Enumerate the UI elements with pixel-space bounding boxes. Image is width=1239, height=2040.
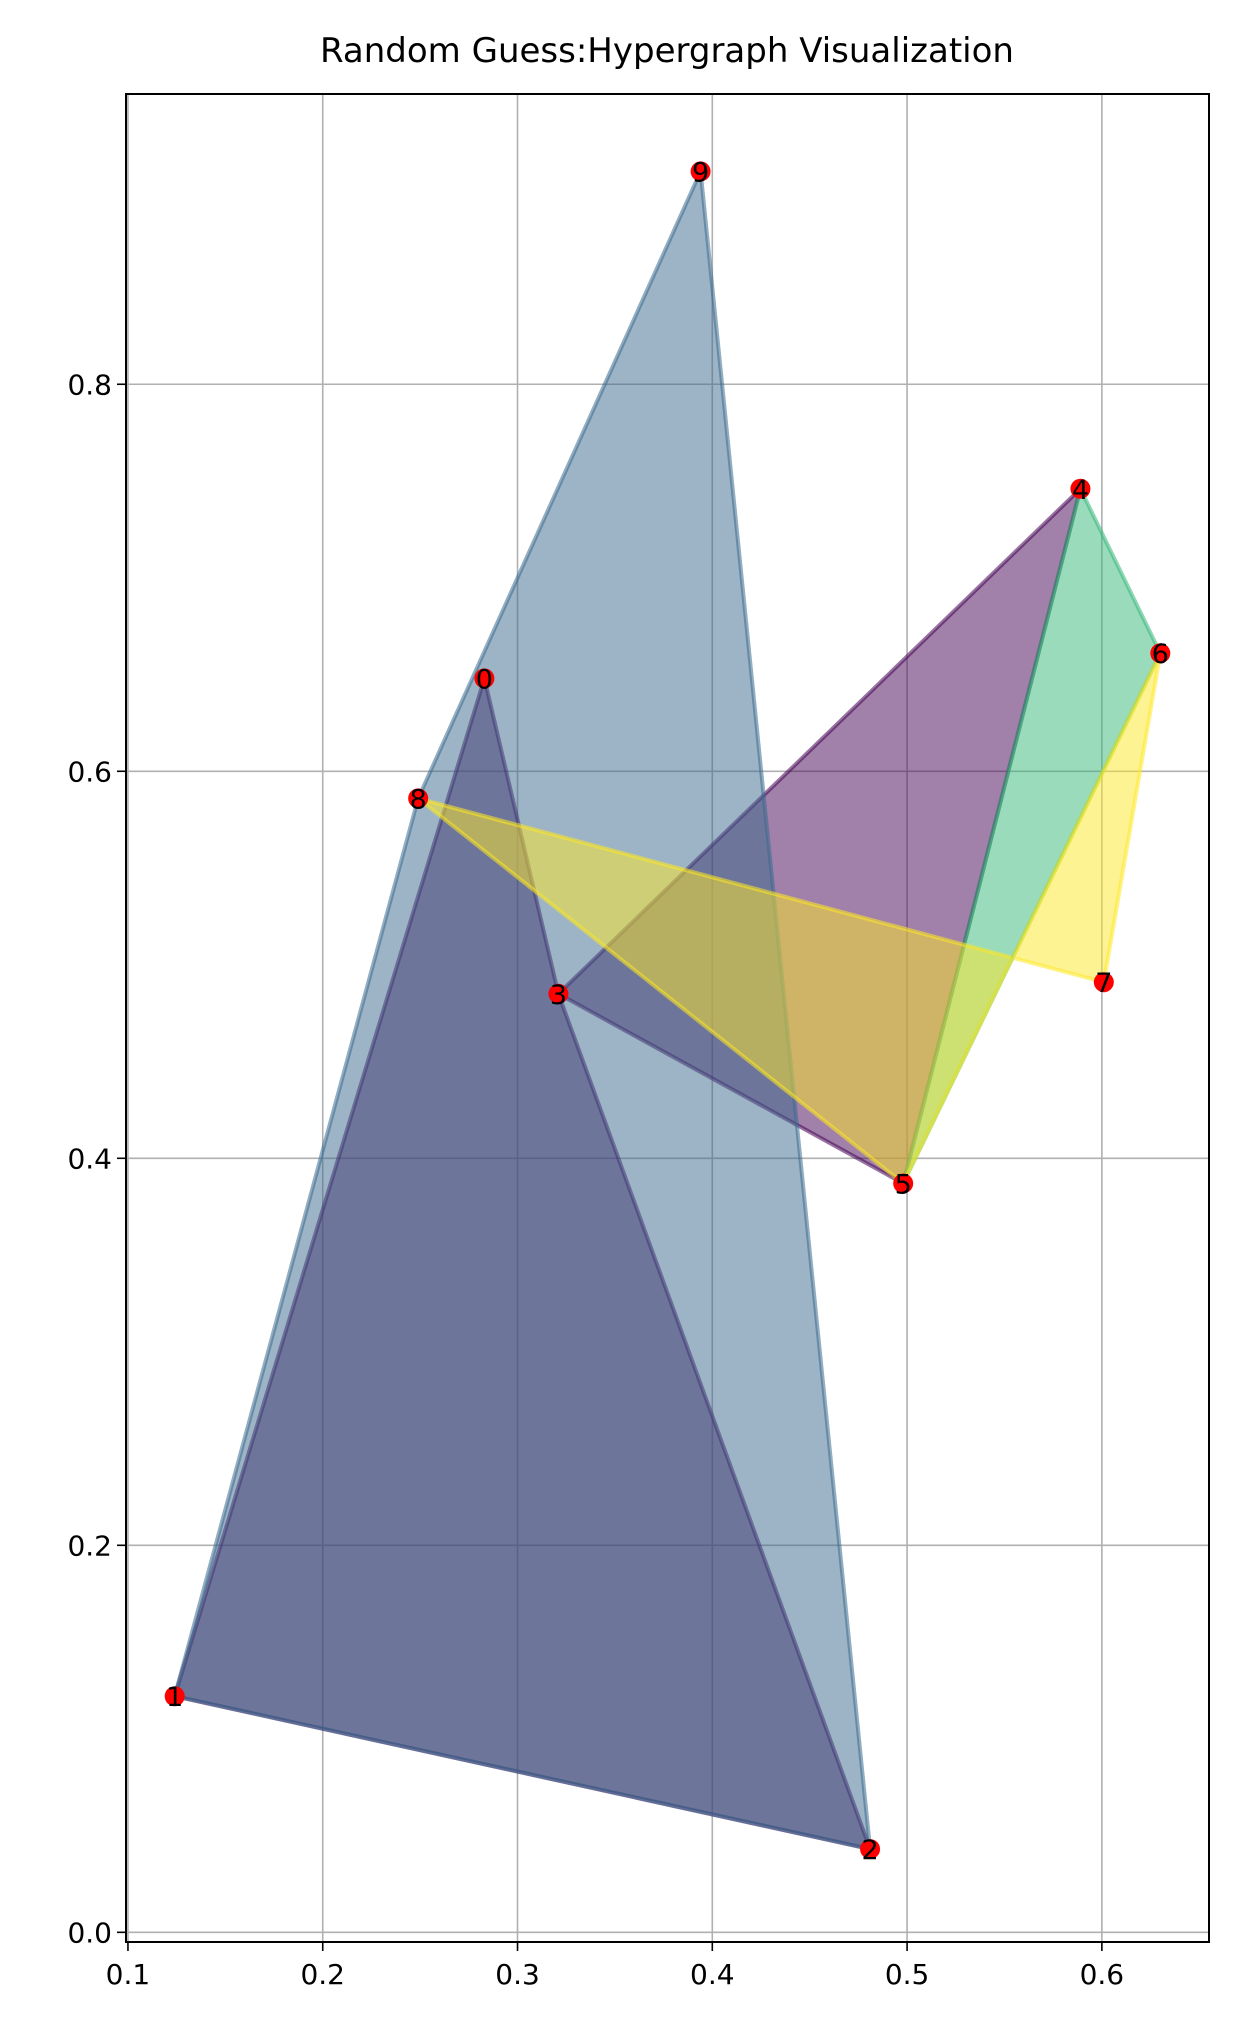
y-tick-label: 0.4: [67, 1142, 112, 1175]
node-label: 2: [861, 1835, 878, 1866]
x-tick-label: 0.3: [495, 1958, 540, 1991]
node-label: 7: [1095, 968, 1112, 999]
node-point: [1070, 478, 1091, 499]
y-tick-label: 0.2: [67, 1529, 112, 1562]
x-tick-label: 0.4: [690, 1958, 735, 1991]
node-label: 3: [550, 980, 567, 1011]
node-point: [1093, 972, 1114, 993]
node-label: 0: [476, 664, 493, 695]
node-labels: 0 1 2 3 4 5 6 7 8 9: [166, 157, 1169, 1866]
axes-frame: [125, 93, 1210, 1943]
y-tick-label: 0.6: [67, 755, 112, 788]
x-tick-label: 0.2: [300, 1958, 345, 1991]
node-point: [690, 161, 711, 182]
y-tick-label: 0.8: [67, 368, 112, 401]
node-label: 6: [1152, 639, 1169, 670]
node-point: [1150, 643, 1171, 664]
node-label: 1: [166, 1682, 183, 1713]
node-point: [860, 1839, 881, 1860]
node-point: [548, 983, 569, 1004]
chart-title: Random Guess:Hypergraph Visualization: [320, 31, 1014, 71]
axis-ticks: 0.1 0.2 0.3 0.4 0.5 0.6 0.0 0.2 0.4 0.6 0.8: [67, 368, 1124, 1991]
node-point: [408, 788, 429, 809]
node-point: [474, 668, 495, 689]
node-label: 9: [692, 157, 709, 188]
node-label: 5: [895, 1169, 912, 1200]
nodes: [164, 161, 1171, 1860]
y-tick-label: 0.0: [67, 1916, 112, 1949]
node-label: 8: [410, 784, 427, 815]
hyperedges: [172, 169, 1163, 1852]
x-tick-label: 0.5: [885, 1958, 930, 1991]
node-point: [893, 1173, 914, 1194]
node-point: [164, 1686, 185, 1707]
x-tick-label: 0.6: [1080, 1958, 1125, 1991]
node-label: 4: [1072, 475, 1089, 506]
x-tick-label: 0.1: [106, 1958, 151, 1991]
